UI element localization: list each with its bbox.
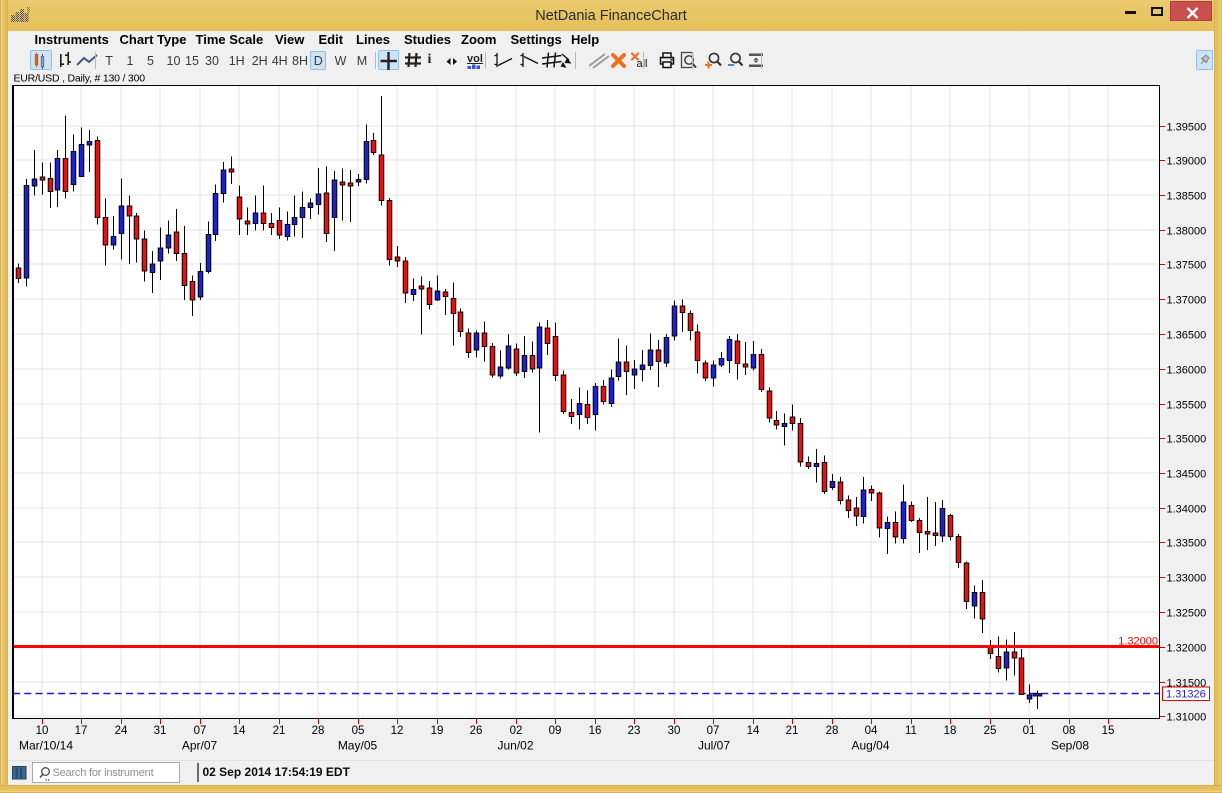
svg-text:09: 09: [549, 725, 562, 737]
svg-text:17: 17: [75, 725, 88, 737]
svg-text:25: 25: [984, 725, 997, 737]
svg-text:1.32500: 1.32500: [1167, 608, 1207, 620]
svg-text:10: 10: [36, 725, 49, 737]
svg-text:1.34500: 1.34500: [1167, 469, 1207, 481]
svg-text:04: 04: [865, 725, 878, 737]
svg-text:23: 23: [628, 725, 641, 737]
svg-text:14: 14: [747, 725, 760, 737]
svg-text:1.39500: 1.39500: [1167, 122, 1207, 134]
svg-text:1.31326: 1.31326: [1166, 688, 1206, 700]
svg-text:1.37000: 1.37000: [1167, 295, 1207, 307]
svg-text:1.35500: 1.35500: [1167, 400, 1207, 412]
svg-text:07: 07: [707, 725, 720, 737]
svg-text:08: 08: [1063, 725, 1076, 737]
svg-text:19: 19: [431, 725, 444, 737]
svg-text:31: 31: [154, 725, 167, 737]
svg-text:21: 21: [786, 725, 799, 737]
svg-text:1.36000: 1.36000: [1167, 365, 1207, 377]
svg-text:18: 18: [944, 725, 957, 737]
svg-text:Sep/08: Sep/08: [1051, 738, 1089, 752]
svg-text:1.34000: 1.34000: [1167, 504, 1207, 516]
svg-text:EUR/USD , Daily, # 130 / 300: EUR/USD , Daily, # 130 / 300: [14, 73, 146, 85]
svg-text:11: 11: [905, 725, 917, 737]
svg-text:12: 12: [391, 725, 404, 737]
svg-text:07: 07: [194, 725, 207, 737]
svg-text:14: 14: [233, 725, 246, 737]
svg-text:30: 30: [668, 725, 681, 737]
svg-text:1.36500: 1.36500: [1167, 330, 1207, 342]
svg-text:1.38500: 1.38500: [1167, 191, 1207, 203]
svg-text:May/05: May/05: [338, 738, 378, 752]
svg-text:vol: vol: [467, 53, 483, 65]
svg-text:28: 28: [826, 725, 839, 737]
svg-text:26: 26: [470, 725, 483, 737]
svg-text:15: 15: [1102, 725, 1115, 737]
svg-text:1.33000: 1.33000: [1167, 573, 1207, 585]
svg-text:all: all: [637, 58, 648, 70]
svg-text:16: 16: [589, 725, 602, 737]
svg-text:21: 21: [273, 725, 286, 737]
svg-text:05: 05: [352, 725, 365, 737]
svg-text:Apr/07: Apr/07: [182, 738, 218, 752]
svg-text:28: 28: [312, 725, 325, 737]
svg-text:24: 24: [115, 725, 128, 737]
svg-text:01: 01: [1023, 725, 1036, 737]
svg-text:Mar/10/14: Mar/10/14: [19, 738, 73, 752]
svg-text:Jun/02: Jun/02: [497, 738, 533, 752]
svg-text:02: 02: [510, 725, 523, 737]
svg-text:1.33500: 1.33500: [1167, 538, 1207, 550]
svg-text:1.31000: 1.31000: [1167, 712, 1207, 724]
svg-text:1.39000: 1.39000: [1167, 156, 1207, 168]
svg-text:1.32000: 1.32000: [1118, 636, 1158, 648]
svg-text:1.32000: 1.32000: [1167, 643, 1207, 655]
svg-text:Jul/07: Jul/07: [698, 738, 730, 752]
svg-text:Aug/04: Aug/04: [851, 738, 889, 752]
svg-text:1.35000: 1.35000: [1167, 434, 1207, 446]
svg-text:1.38000: 1.38000: [1167, 226, 1207, 238]
svg-text:1.37500: 1.37500: [1167, 260, 1207, 272]
